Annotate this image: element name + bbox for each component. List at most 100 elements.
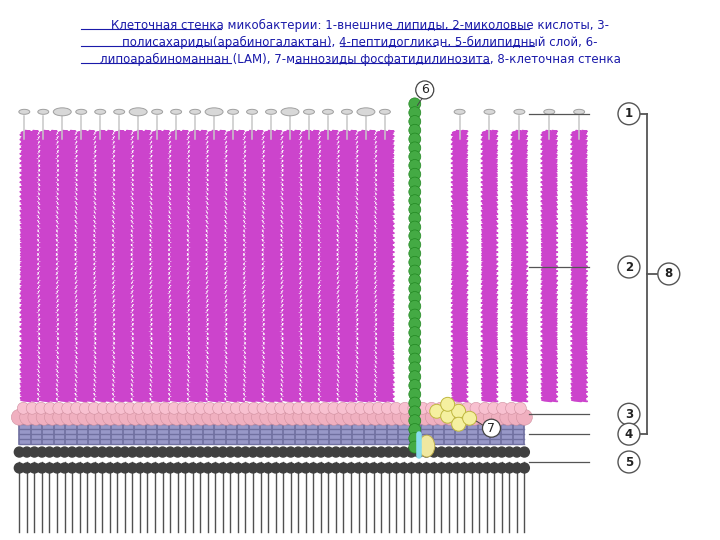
Circle shape <box>361 447 371 457</box>
Circle shape <box>409 300 420 312</box>
Circle shape <box>504 463 514 473</box>
Ellipse shape <box>341 109 352 114</box>
Circle shape <box>142 402 153 414</box>
Circle shape <box>268 409 284 425</box>
Circle shape <box>489 447 499 457</box>
Ellipse shape <box>228 109 238 114</box>
Circle shape <box>442 409 458 425</box>
Circle shape <box>194 409 210 425</box>
Circle shape <box>286 463 296 473</box>
Text: 4: 4 <box>625 428 633 441</box>
Ellipse shape <box>379 109 390 114</box>
Text: 3: 3 <box>625 408 633 421</box>
Ellipse shape <box>304 109 315 114</box>
Circle shape <box>409 415 420 427</box>
Circle shape <box>310 402 322 414</box>
Ellipse shape <box>246 109 258 114</box>
Text: липоарабиноманнан (LAM), 7-маннозиды фосфатидилинозита, 8-клеточная стенка: липоарабиноманнан (LAM), 7-маннозиды фос… <box>99 53 621 66</box>
Circle shape <box>408 402 420 414</box>
Circle shape <box>14 463 24 473</box>
Circle shape <box>406 463 416 473</box>
Circle shape <box>482 463 492 473</box>
Circle shape <box>127 463 138 473</box>
Circle shape <box>450 409 466 425</box>
Circle shape <box>326 409 342 425</box>
Circle shape <box>409 265 420 277</box>
Circle shape <box>316 463 326 473</box>
Circle shape <box>239 402 251 414</box>
Circle shape <box>45 409 60 425</box>
Circle shape <box>519 463 529 473</box>
Circle shape <box>369 463 379 473</box>
Circle shape <box>316 447 326 457</box>
Circle shape <box>519 447 529 457</box>
Circle shape <box>354 463 364 473</box>
Circle shape <box>467 463 477 473</box>
Circle shape <box>430 404 444 418</box>
Circle shape <box>409 353 420 365</box>
Circle shape <box>14 447 24 457</box>
Ellipse shape <box>419 435 435 457</box>
Circle shape <box>355 402 366 414</box>
Circle shape <box>19 409 35 425</box>
Circle shape <box>487 402 500 414</box>
Ellipse shape <box>152 109 163 114</box>
Circle shape <box>22 447 32 457</box>
Circle shape <box>75 447 85 457</box>
Circle shape <box>115 402 127 414</box>
Circle shape <box>417 402 428 414</box>
Circle shape <box>482 447 492 457</box>
Circle shape <box>293 447 303 457</box>
Circle shape <box>346 447 356 457</box>
Circle shape <box>361 463 371 473</box>
Circle shape <box>390 402 402 414</box>
Circle shape <box>173 463 183 473</box>
Circle shape <box>293 409 309 425</box>
Circle shape <box>301 447 311 457</box>
Circle shape <box>409 256 420 268</box>
Ellipse shape <box>574 109 585 114</box>
Circle shape <box>152 409 168 425</box>
Circle shape <box>492 409 508 425</box>
Circle shape <box>409 212 420 224</box>
Circle shape <box>351 409 366 425</box>
Circle shape <box>409 124 420 136</box>
Circle shape <box>497 463 507 473</box>
Circle shape <box>409 433 420 444</box>
Circle shape <box>409 292 420 303</box>
Circle shape <box>17 402 30 414</box>
Circle shape <box>414 463 424 473</box>
Circle shape <box>210 409 226 425</box>
Ellipse shape <box>53 108 71 116</box>
Circle shape <box>483 409 499 425</box>
Circle shape <box>225 447 235 457</box>
Circle shape <box>505 402 518 414</box>
Text: 6: 6 <box>420 84 428 97</box>
Circle shape <box>399 447 409 457</box>
Circle shape <box>409 159 420 171</box>
Circle shape <box>384 447 394 457</box>
Circle shape <box>618 423 640 445</box>
Circle shape <box>12 409 27 425</box>
Circle shape <box>409 362 420 374</box>
Circle shape <box>409 221 420 233</box>
Circle shape <box>459 409 474 425</box>
Circle shape <box>452 402 464 414</box>
Ellipse shape <box>19 109 30 114</box>
Circle shape <box>658 263 680 285</box>
Circle shape <box>399 463 409 473</box>
Circle shape <box>150 402 163 414</box>
Circle shape <box>451 417 466 431</box>
Circle shape <box>69 409 85 425</box>
Circle shape <box>331 447 341 457</box>
Circle shape <box>263 463 273 473</box>
Circle shape <box>323 447 333 457</box>
Circle shape <box>284 402 296 414</box>
Circle shape <box>417 409 433 425</box>
Circle shape <box>278 447 288 457</box>
Circle shape <box>461 402 473 414</box>
Circle shape <box>409 327 420 339</box>
Circle shape <box>218 463 228 473</box>
Circle shape <box>52 447 62 457</box>
Circle shape <box>177 402 189 414</box>
